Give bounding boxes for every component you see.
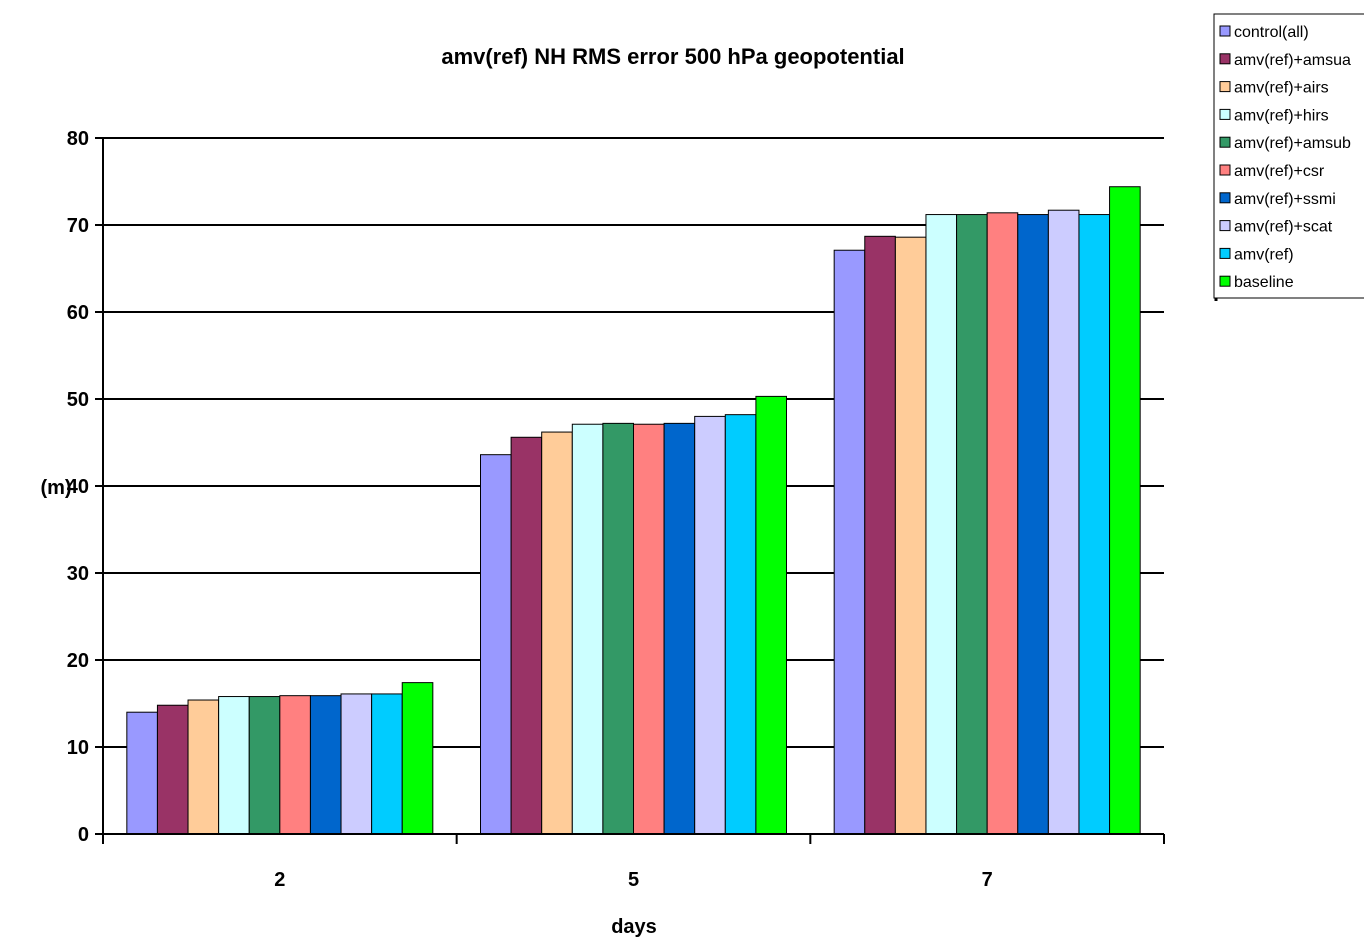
bar bbox=[694, 415, 726, 835]
chart-title: amv(ref) NH RMS error 500 hPa geopotenti… bbox=[441, 44, 904, 69]
y-tick-label: 0 bbox=[78, 824, 89, 846]
legend-label: amv(ref)+amsua bbox=[1234, 52, 1351, 69]
legend-swatch bbox=[1219, 247, 1231, 259]
bar bbox=[833, 249, 866, 835]
legend-label: amv(ref)+hirs bbox=[1234, 107, 1329, 124]
bar bbox=[1078, 214, 1111, 835]
legend-label: amv(ref)+airs bbox=[1234, 80, 1329, 97]
bar bbox=[401, 682, 434, 835]
bar bbox=[218, 696, 250, 835]
y-tick-label: 60 bbox=[67, 302, 89, 324]
x-tick-label: 2 bbox=[274, 869, 285, 891]
x-tick-label: 5 bbox=[628, 869, 639, 891]
legend-label: amv(ref)+csr bbox=[1234, 163, 1325, 180]
bar bbox=[156, 704, 189, 835]
legend-swatch bbox=[1219, 136, 1231, 148]
y-tick-label: 30 bbox=[67, 563, 89, 585]
legend-swatch bbox=[1219, 275, 1231, 287]
bar bbox=[633, 423, 665, 835]
bar bbox=[925, 214, 958, 835]
y-tick-label: 70 bbox=[67, 215, 89, 237]
bar bbox=[309, 695, 342, 835]
bar bbox=[602, 422, 635, 835]
legend-swatch bbox=[1219, 220, 1231, 232]
legend-label: amv(ref)+amsub bbox=[1234, 135, 1351, 152]
bar bbox=[663, 422, 696, 835]
bar bbox=[279, 695, 311, 835]
y-tick-label: 80 bbox=[67, 128, 89, 150]
bar bbox=[187, 699, 220, 835]
bar bbox=[248, 696, 281, 835]
y-tick-label: 10 bbox=[67, 737, 89, 759]
legend: control(all) amv(ref)+amsua amv(ref)+airs a… bbox=[1213, 13, 1364, 301]
bar bbox=[510, 436, 543, 835]
bar bbox=[126, 711, 158, 835]
legend-label: amv(ref) bbox=[1234, 246, 1294, 263]
legend-swatch bbox=[1219, 108, 1231, 120]
bars bbox=[126, 186, 1141, 835]
y-tick-label: 40 bbox=[67, 476, 89, 498]
legend-swatch bbox=[1219, 192, 1231, 204]
axes bbox=[95, 137, 1165, 844]
legend-swatch bbox=[1219, 164, 1231, 176]
y-tick-label: 50 bbox=[67, 389, 89, 411]
x-tick-label: 7 bbox=[982, 869, 993, 891]
legend-label: control(all) bbox=[1234, 24, 1309, 41]
bar bbox=[340, 693, 373, 835]
x-axis-label: days bbox=[611, 916, 657, 938]
legend-swatch bbox=[1219, 81, 1231, 93]
legend-box bbox=[1213, 13, 1364, 299]
bar bbox=[1017, 214, 1049, 835]
legend-label: amv(ref)+scat bbox=[1234, 219, 1333, 236]
x-tick-labels: 2 5 7 bbox=[274, 869, 992, 891]
legend-swatch bbox=[1219, 25, 1231, 37]
bar bbox=[864, 235, 896, 835]
y-axis-label: (m) bbox=[40, 477, 71, 499]
bar bbox=[956, 214, 988, 835]
bar bbox=[755, 395, 788, 835]
legend-label: baseline bbox=[1234, 274, 1294, 291]
bar bbox=[480, 454, 512, 835]
legend-swatch bbox=[1219, 53, 1231, 65]
y-tick-label: 20 bbox=[67, 650, 89, 672]
bar bbox=[894, 236, 927, 835]
bar bbox=[724, 414, 757, 835]
bar bbox=[1047, 209, 1080, 835]
bar bbox=[371, 693, 403, 835]
legend-label: amv(ref)+ssmi bbox=[1234, 191, 1336, 208]
bar bbox=[1109, 186, 1141, 835]
bar bbox=[571, 423, 604, 835]
bar bbox=[986, 212, 1019, 835]
bar bbox=[541, 431, 573, 835]
y-tick-labels: 0 10 20 30 40 50 60 70 80 bbox=[67, 128, 89, 846]
